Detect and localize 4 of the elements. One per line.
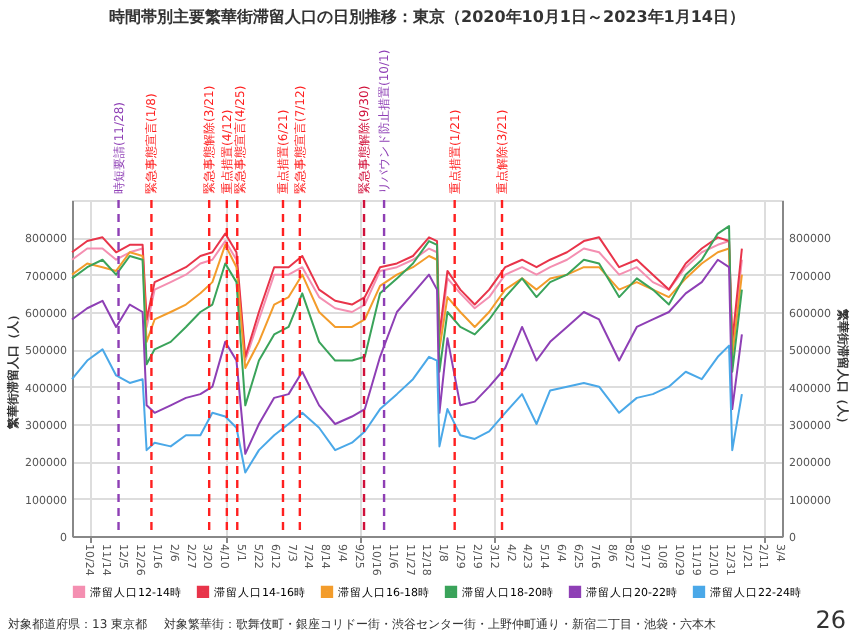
text: 26 bbox=[815, 606, 846, 634]
line-series bbox=[71, 344, 743, 474]
line-series bbox=[71, 225, 743, 407]
chart-title: 時間帯別主要繁華街滞留人口の日別推移：東京（2020年10月1日～2023年1月14日） bbox=[109, 6, 745, 26]
